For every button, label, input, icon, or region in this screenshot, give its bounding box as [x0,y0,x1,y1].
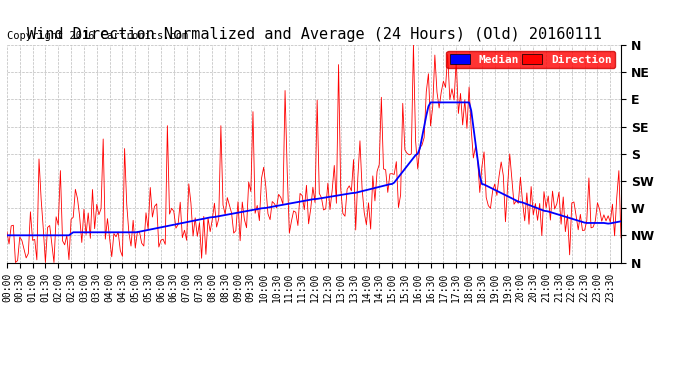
Title: Wind Direction Normalized and Average (24 Hours) (Old) 20160111: Wind Direction Normalized and Average (2… [26,27,602,42]
Text: Copyright 2016 Cartronics.com: Copyright 2016 Cartronics.com [7,32,188,41]
Legend: Median, Direction: Median, Direction [446,51,615,68]
